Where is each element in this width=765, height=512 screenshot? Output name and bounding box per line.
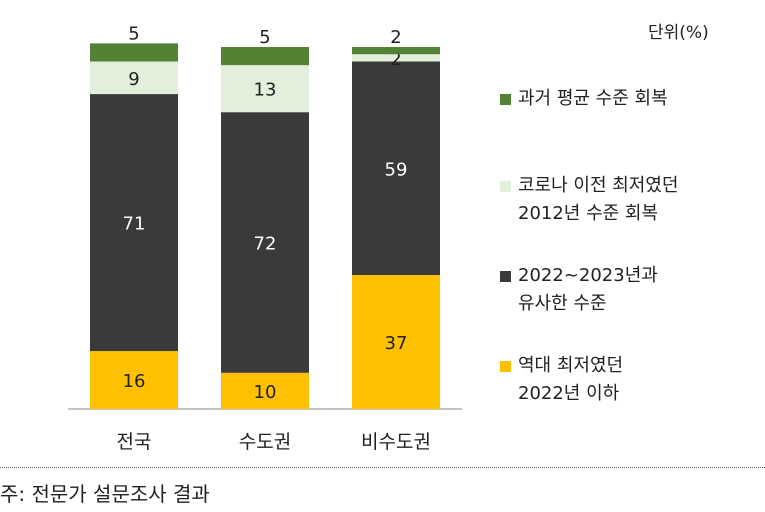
chart-legend: 과거 평균 수준 회복 코로나 이전 최저였던 2012년 수준 회복 2022… (500, 0, 765, 420)
bar-segment (221, 47, 309, 65)
legend-swatch-pre-covid-low (500, 181, 511, 192)
data-label: 37 (385, 333, 408, 354)
data-label: 71 (123, 214, 146, 235)
data-label: 59 (385, 159, 408, 180)
data-label: 13 (254, 80, 277, 101)
legend-item-record-low: 역대 최저였던 2022년 이하 (500, 352, 623, 408)
footnote-divider (0, 467, 765, 468)
category-label: 전국 (117, 431, 152, 453)
bar-segment (90, 43, 178, 61)
legend-swatch-record-low (500, 361, 511, 372)
legend-swatch-similar-2022-2023 (500, 271, 511, 282)
data-label: 16 (123, 371, 146, 392)
data-label: 72 (254, 233, 277, 254)
legend-label-past-average: 과거 평균 수준 회복 (500, 85, 668, 113)
category-label: 수도권 (239, 431, 291, 453)
legend-swatch-past-average (500, 94, 511, 105)
legend-label-record-low: 역대 최저였던 2022년 이하 (500, 352, 623, 408)
category-label: 비수도권 (361, 431, 431, 453)
legend-item-past-average: 과거 평균 수준 회복 (500, 85, 668, 113)
data-label: 10 (254, 382, 277, 403)
bar-segment (352, 47, 440, 54)
legend-item-pre-covid-low: 코로나 이전 최저였던 2012년 수준 회복 (500, 172, 678, 228)
footnote: 주: 전문가 설문조사 결과 (0, 478, 210, 507)
data-label: 5 (128, 23, 139, 44)
legend-label-pre-covid-low: 코로나 이전 최저였던 2012년 수준 회복 (500, 172, 678, 228)
data-label: 2 (390, 27, 401, 48)
data-label: 9 (128, 69, 139, 90)
legend-label-similar-2022-2023: 2022~2023년과 유사한 수준 (500, 262, 658, 318)
data-label: 5 (259, 27, 270, 48)
legend-item-similar-2022-2023: 2022~2023년과 유사한 수준 (500, 262, 658, 318)
